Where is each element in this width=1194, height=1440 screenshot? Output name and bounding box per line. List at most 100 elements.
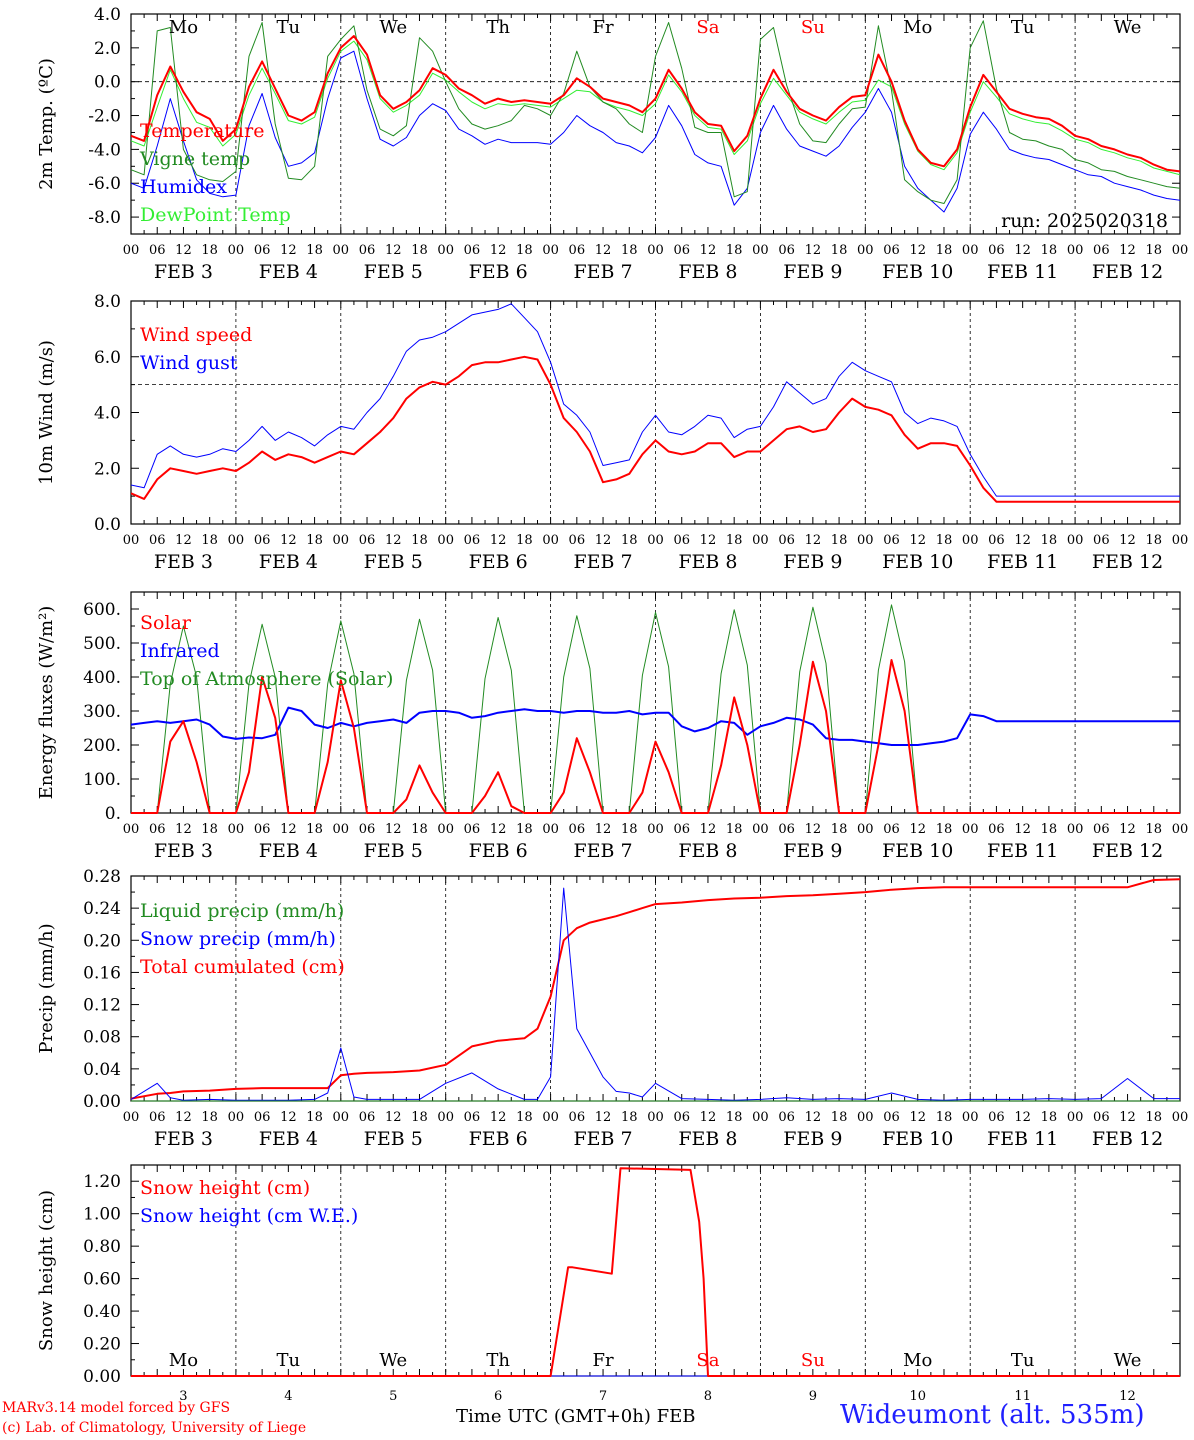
- y-tick-label: 1.00: [83, 1205, 121, 1225]
- hour-tick-label: 18: [936, 243, 953, 258]
- y-tick-label: 0.00: [83, 1092, 121, 1112]
- hour-tick-label: 18: [1146, 822, 1163, 837]
- hour-tick-label: 06: [359, 822, 376, 837]
- hour-tick-label: 00: [228, 243, 245, 258]
- hour-tick-label: 12: [385, 533, 402, 548]
- weekday-label: Mo: [169, 17, 198, 38]
- hour-tick-label: 12: [280, 1110, 297, 1125]
- date-label: FEB 4: [259, 551, 318, 573]
- hour-tick-label: 00: [542, 533, 559, 548]
- y-tick-label: 0.40: [83, 1302, 121, 1322]
- model-credit: MARv3.14 model forced by GFS: [2, 1400, 231, 1416]
- hour-tick-label: 00: [752, 822, 769, 837]
- hour-tick-label: 18: [621, 1110, 638, 1125]
- weekday-label: Tu: [1011, 17, 1035, 38]
- hour-tick-label: 18: [306, 533, 323, 548]
- legend-entry: Wind gust: [140, 352, 238, 374]
- hour-tick-label: 06: [883, 243, 900, 258]
- y-tick-label: 6.0: [94, 348, 121, 368]
- hour-tick-label: 18: [1041, 533, 1058, 548]
- weekday-label: Mo: [903, 17, 932, 38]
- hour-tick-label: 12: [909, 822, 926, 837]
- weekday-label: Fr: [593, 1350, 614, 1371]
- hour-tick-label: 06: [988, 243, 1005, 258]
- hour-tick-label: 12: [909, 533, 926, 548]
- hour-tick-label: 00: [542, 1110, 559, 1125]
- date-label: FEB 12: [1092, 261, 1163, 283]
- date-label: FEB 6: [469, 551, 528, 573]
- y-axis-title: 2m Temp. (ºC): [36, 58, 57, 190]
- hour-tick-label: 18: [621, 822, 638, 837]
- hour-tick-label: 06: [883, 533, 900, 548]
- hour-tick-label: 12: [1014, 243, 1031, 258]
- hour-tick-label: 00: [1172, 243, 1189, 258]
- hour-tick-label: 00: [857, 243, 874, 258]
- hour-tick-label: 18: [621, 243, 638, 258]
- hour-tick-label: 06: [778, 822, 795, 837]
- hour-tick-label: 06: [673, 243, 690, 258]
- series-line-vigne-temp: [131, 20, 1180, 204]
- y-tick-label: 300.: [83, 702, 121, 722]
- hour-tick-label: 00: [123, 243, 140, 258]
- hour-tick-label: 06: [1093, 533, 1110, 548]
- panel-3: 0. 100. 200. 300. 400. 500. 600. Energy fluxes …: [36, 591, 1188, 862]
- hour-tick-label: 18: [201, 1110, 218, 1125]
- date-label: FEB 4: [259, 261, 318, 283]
- hour-tick-label: 12: [1014, 533, 1031, 548]
- weekday-label: Fr: [593, 17, 614, 38]
- hour-tick-label: 12: [805, 243, 822, 258]
- hour-tick-label: 12: [700, 243, 717, 258]
- hour-tick-label: 12: [700, 822, 717, 837]
- series-line-snow-height-cm: [131, 1167, 1180, 1377]
- hour-tick-label: 06: [359, 533, 376, 548]
- legend-entry: Humidex: [140, 176, 227, 198]
- hour-tick-label: 12: [385, 1110, 402, 1125]
- day-number-label: 3: [179, 1389, 187, 1404]
- series-line-wind-speed: [131, 355, 1180, 503]
- y-tick-label: 200.: [83, 736, 121, 756]
- hour-tick-label: 00: [752, 1110, 769, 1125]
- hour-tick-label: 18: [411, 1110, 428, 1125]
- legend-entry: Top of Atmosphere (Solar): [140, 668, 393, 690]
- y-tick-label: 0.0: [94, 73, 121, 93]
- hour-tick-label: 06: [254, 1110, 271, 1125]
- day-number-label: 4: [284, 1389, 292, 1404]
- hour-tick-label: 12: [1119, 822, 1136, 837]
- hour-tick-label: 06: [464, 533, 481, 548]
- hour-tick-label: 18: [411, 243, 428, 258]
- hour-tick-label: 18: [936, 1110, 953, 1125]
- hour-tick-label: 06: [883, 822, 900, 837]
- y-tick-label: 2.0: [94, 459, 121, 479]
- time-axis-label: Time UTC (GMT+0h) FEB: [456, 1406, 695, 1427]
- hour-tick-label: 00: [333, 243, 350, 258]
- y-axis-title: 10m Wind (m/s): [36, 340, 57, 485]
- y-tick-label: -6.0: [88, 174, 121, 194]
- y-tick-label: 4.0: [94, 404, 121, 424]
- weekday-label: Sa: [696, 17, 719, 38]
- date-label: FEB 4: [259, 1128, 318, 1150]
- panel-5: 0.00 0.20 0.40 0.60 0.80 1.00 1.20 Snow height …: [36, 1164, 1181, 1404]
- y-tick-label: 500.: [83, 634, 121, 654]
- hour-tick-label: 18: [726, 1110, 743, 1125]
- plot-frame: [130, 300, 1181, 525]
- date-label: FEB 12: [1092, 551, 1163, 573]
- hour-tick-label: 18: [831, 822, 848, 837]
- hour-tick-label: 18: [201, 533, 218, 548]
- date-label: FEB 7: [573, 840, 632, 862]
- hour-tick-label: 12: [1014, 1110, 1031, 1125]
- station-name: Wideumont (alt. 535m): [840, 1400, 1145, 1430]
- hour-tick-label: 12: [175, 822, 192, 837]
- y-tick-label: 0.00: [83, 1367, 121, 1387]
- y-tick-label: -4.0: [88, 140, 121, 160]
- date-label: FEB 11: [987, 840, 1058, 862]
- hour-tick-label: 18: [516, 243, 533, 258]
- hour-tick-label: 00: [1067, 533, 1084, 548]
- legend-entry: DewPoint Temp: [140, 204, 291, 226]
- hour-tick-label: 18: [1146, 533, 1163, 548]
- hour-tick-label: 00: [333, 822, 350, 837]
- hour-tick-label: 06: [359, 243, 376, 258]
- hour-tick-label: 12: [700, 533, 717, 548]
- hour-tick-label: 06: [673, 1110, 690, 1125]
- hour-tick-label: 12: [1119, 243, 1136, 258]
- hour-tick-label: 18: [306, 243, 323, 258]
